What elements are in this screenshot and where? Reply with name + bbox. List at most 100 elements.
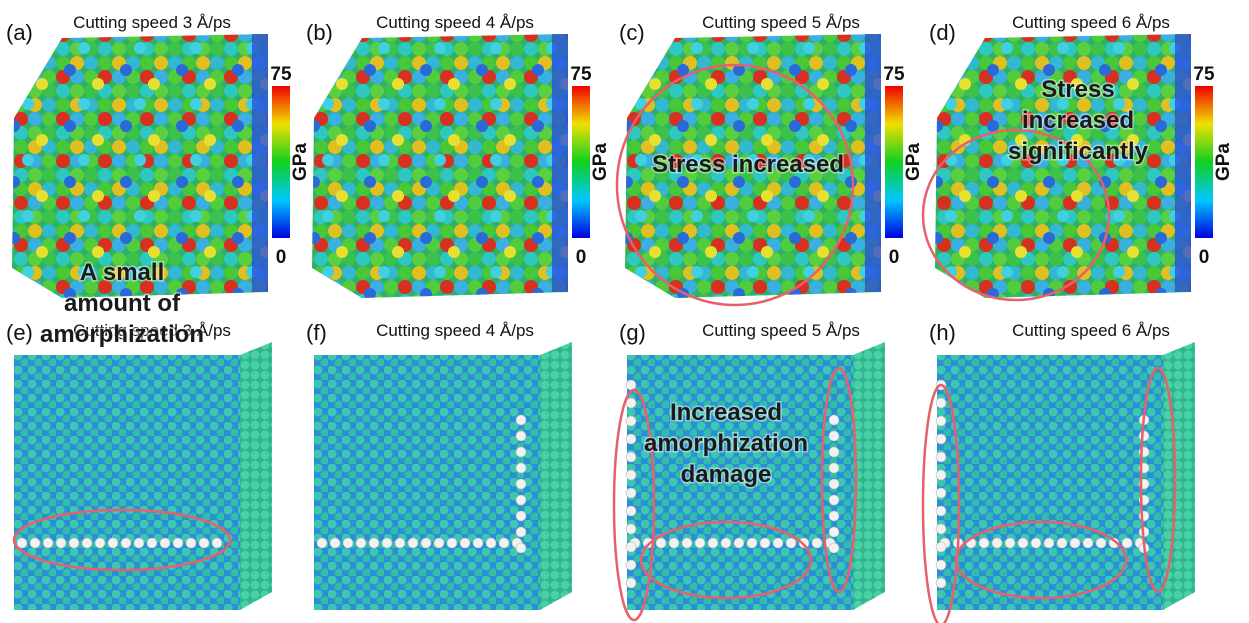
amorphous-atom bbox=[828, 446, 840, 458]
amorphous-atom bbox=[681, 537, 693, 549]
panel-title: Cutting speed 4 Å/ps bbox=[376, 321, 534, 340]
amorphous-atom bbox=[828, 542, 840, 554]
amorphous-atom bbox=[625, 397, 637, 409]
amorphous-atom bbox=[828, 414, 840, 426]
amorphous-atom bbox=[459, 537, 471, 549]
panel-title: Cutting speed 6 Å/ps bbox=[1012, 13, 1170, 32]
colorbar-min: 0 bbox=[576, 247, 587, 268]
amorphous-atom bbox=[1138, 430, 1150, 442]
amorphous-atom bbox=[94, 537, 106, 549]
amorphous-atom bbox=[828, 526, 840, 538]
amorphous-atom bbox=[625, 451, 637, 463]
amorphous-atom bbox=[935, 397, 947, 409]
annotation: increased bbox=[1022, 107, 1134, 134]
panel-label: (c) bbox=[619, 20, 645, 45]
stress-map-overlay bbox=[312, 34, 568, 298]
panel: (h) Cutting speed 6 Å/ps bbox=[921, 320, 1195, 623]
panel-label: (e) bbox=[6, 320, 33, 345]
annotation: amount of bbox=[64, 290, 181, 317]
colorbar bbox=[885, 86, 903, 238]
amorphous-atom bbox=[485, 537, 497, 549]
colorbar-max: 75 bbox=[270, 64, 292, 85]
amorphous-atom bbox=[625, 577, 637, 589]
panel-label: (g) bbox=[619, 320, 646, 345]
colorbar-min: 0 bbox=[1199, 247, 1210, 268]
amorphous-atom bbox=[991, 537, 1003, 549]
panel-title: Cutting speed 3 Å/ps bbox=[73, 321, 231, 340]
colorbar-min: 0 bbox=[889, 247, 900, 268]
highlight-ring bbox=[12, 508, 232, 572]
amorphous-atom bbox=[16, 537, 28, 549]
amorphous-atom bbox=[625, 505, 637, 517]
amorphous-atom bbox=[381, 537, 393, 549]
amorphous-atom bbox=[668, 537, 680, 549]
amorphous-atom bbox=[733, 537, 745, 549]
panel-title: Cutting speed 5 Å/ps bbox=[702, 13, 860, 32]
amorphous-atom bbox=[172, 537, 184, 549]
amorphous-atom bbox=[368, 537, 380, 549]
amorphous-atom bbox=[329, 537, 341, 549]
amorphous-atom bbox=[625, 415, 637, 427]
amorphous-atom bbox=[625, 487, 637, 499]
panel-title: Cutting speed 3 Å/ps bbox=[73, 13, 231, 32]
amorphous-atom bbox=[935, 451, 947, 463]
amorphous-atom bbox=[1069, 537, 1081, 549]
amorphous-atom bbox=[394, 537, 406, 549]
amorphous-atom bbox=[185, 537, 197, 549]
amorphous-atom bbox=[811, 537, 823, 549]
amorphous-atom bbox=[68, 537, 80, 549]
colorbar-max: 75 bbox=[1193, 64, 1215, 85]
colorbar-max: 75 bbox=[570, 64, 592, 85]
amorphous-atom bbox=[515, 478, 527, 490]
amorphous-atom bbox=[785, 537, 797, 549]
amorphous-atom bbox=[935, 559, 947, 571]
amorphous-atom bbox=[515, 510, 527, 522]
colorbar bbox=[1195, 86, 1213, 238]
stress-map-overlay bbox=[12, 34, 268, 298]
amorphous-atom bbox=[935, 415, 947, 427]
amorphous-atom bbox=[694, 537, 706, 549]
amorphous-atom bbox=[1030, 537, 1042, 549]
amorphous-atom bbox=[759, 537, 771, 549]
stress-edge bbox=[252, 34, 268, 292]
amorphous-atom bbox=[746, 537, 758, 549]
amorphous-atom bbox=[935, 577, 947, 589]
amorphous-atom bbox=[625, 541, 637, 553]
crystal-side bbox=[240, 342, 272, 610]
panel-title: Cutting speed 4 Å/ps bbox=[376, 13, 534, 32]
panel-label: (d) bbox=[929, 20, 956, 45]
panel-label: (a) bbox=[6, 20, 33, 45]
annotation: Stress bbox=[1041, 76, 1114, 103]
crystal-front bbox=[937, 355, 1163, 610]
amorphous-atom bbox=[446, 537, 458, 549]
amorphous-atom bbox=[935, 487, 947, 499]
annotation: Stress increased bbox=[652, 151, 844, 178]
amorphous-atom bbox=[828, 462, 840, 474]
colorbar-min: 0 bbox=[276, 247, 287, 268]
amorphous-atom bbox=[978, 537, 990, 549]
amorphous-atom bbox=[159, 537, 171, 549]
colorbar-unit: GPa bbox=[590, 143, 611, 181]
annotation: damage bbox=[681, 461, 772, 488]
amorphous-atom bbox=[935, 541, 947, 553]
amorphous-atom bbox=[625, 469, 637, 481]
crystal-side bbox=[853, 342, 885, 610]
highlight-ring bbox=[615, 63, 855, 307]
panel: 75 0 GPa (a) Cutting speed 3 Å/ps bbox=[6, 13, 311, 298]
panel: 75 0 GPa (b) Cutting speed 4 Å/ps bbox=[306, 13, 611, 298]
crystal-front bbox=[314, 355, 540, 610]
amorphous-atom bbox=[515, 494, 527, 506]
amorphous-atom bbox=[515, 542, 527, 554]
amorphous-atom bbox=[420, 537, 432, 549]
amorphous-atom bbox=[133, 537, 145, 549]
amorphous-atom bbox=[1004, 537, 1016, 549]
amorphous-atom bbox=[498, 537, 510, 549]
amorphous-atom bbox=[515, 430, 527, 442]
amorphous-atom bbox=[211, 537, 223, 549]
panel-label: (h) bbox=[929, 320, 956, 345]
amorphous-atom bbox=[81, 537, 93, 549]
amorphous-atom bbox=[515, 446, 527, 458]
amorphous-atom bbox=[828, 478, 840, 490]
amorphous-atom bbox=[935, 469, 947, 481]
